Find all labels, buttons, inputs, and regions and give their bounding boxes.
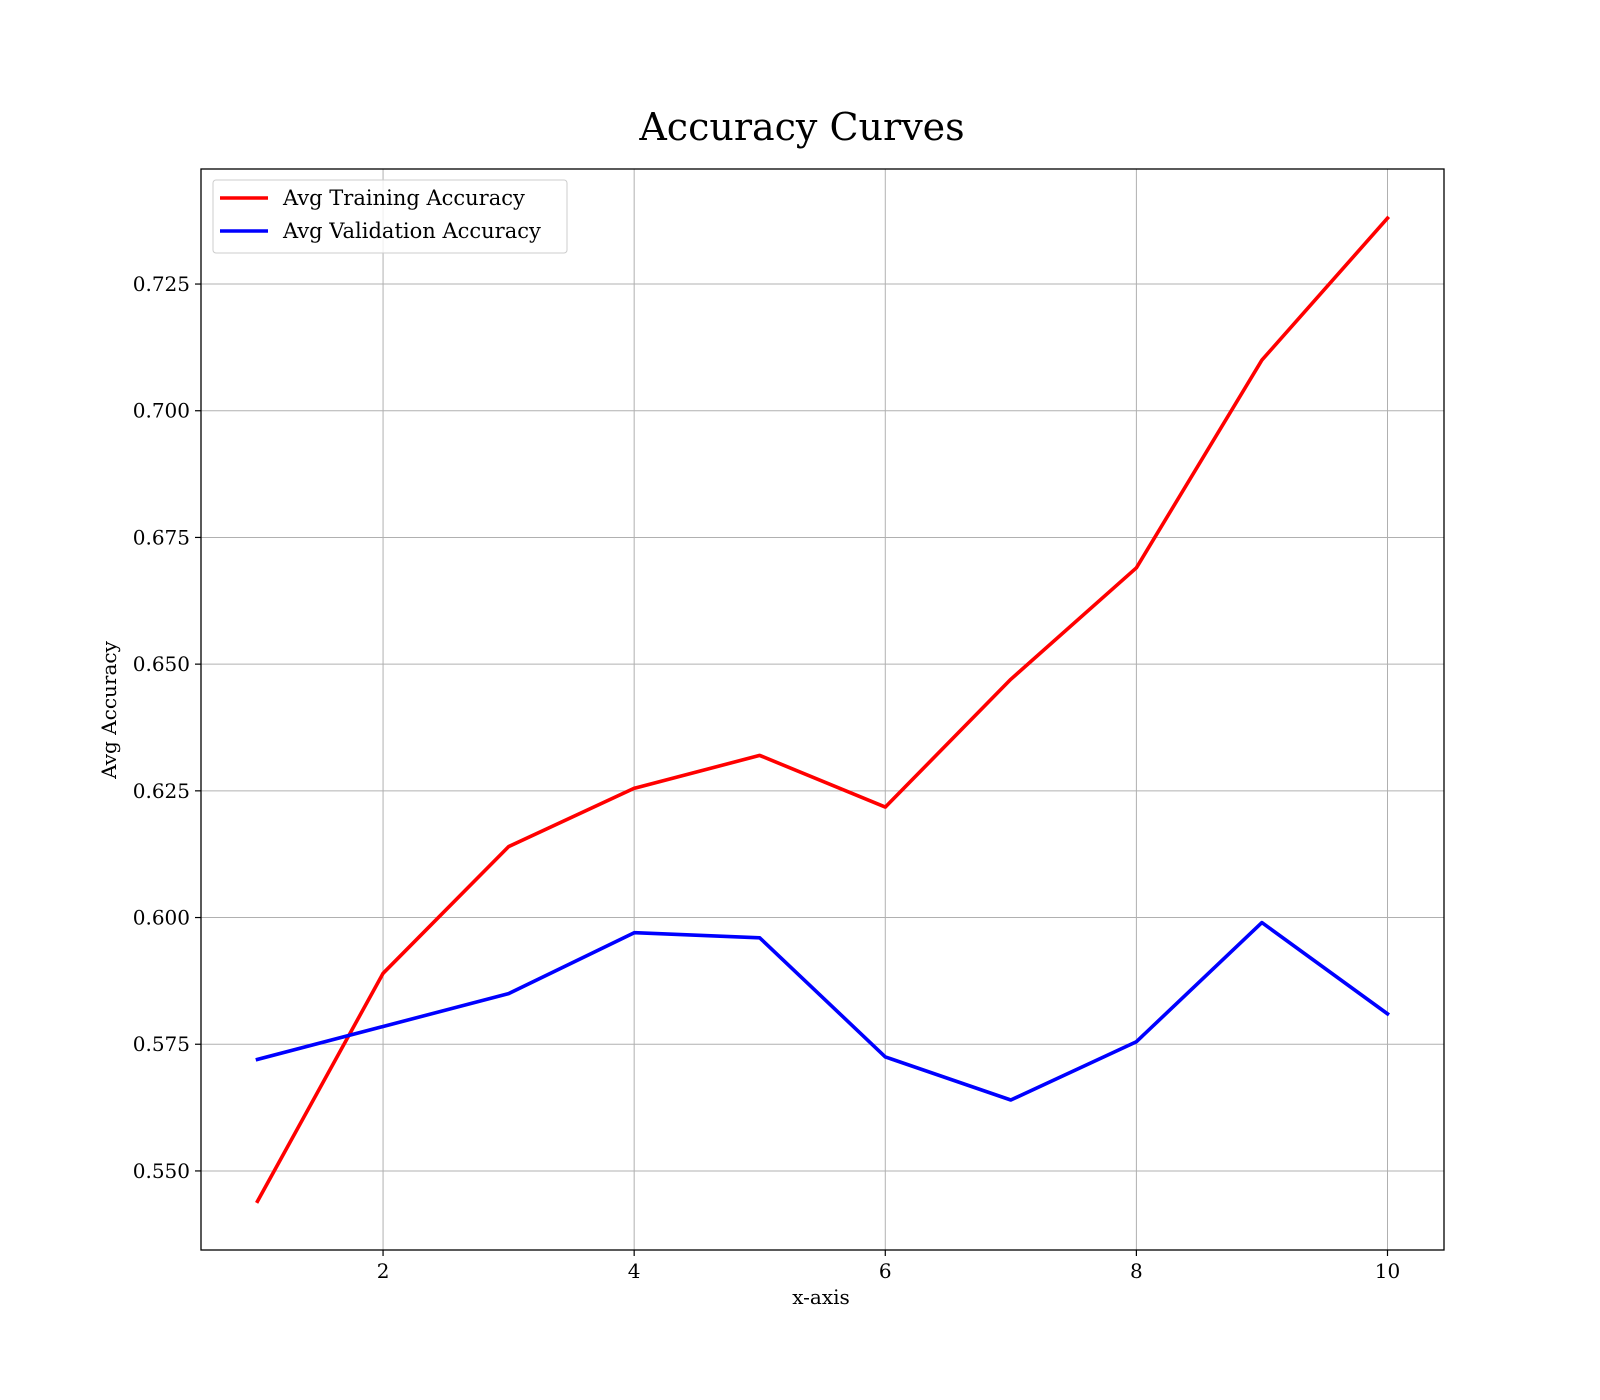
y-tick-label: 0.550 — [133, 1159, 190, 1183]
y-tick-label: 0.650 — [133, 652, 190, 676]
x-tick-label: 10 — [1375, 1259, 1400, 1283]
y-tick-label: 0.725 — [133, 272, 190, 296]
x-tick-label: 6 — [879, 1259, 892, 1283]
y-tick-label: 0.625 — [133, 779, 190, 803]
x-tick-label: 4 — [628, 1259, 641, 1283]
legend-box — [212, 179, 568, 254]
axis-ticks: 2 4 6 8 10 0.550 0.575 0.600 0.625 0.650 0.675 0.70… — [133, 272, 1400, 1283]
series-line-training — [255, 215, 1391, 1204]
legend: Avg Training Accuracy Avg Validation Acc… — [212, 179, 568, 254]
x-axis-label: x-axis — [792, 1285, 850, 1309]
y-axis-label: Avg Accuracy — [97, 640, 121, 780]
grid-lines — [201, 169, 1444, 1250]
x-tick-label: 2 — [377, 1259, 390, 1283]
plot-area-frame — [200, 168, 1445, 1251]
x-tick-label: 8 — [1130, 1259, 1143, 1283]
series-line-validation — [255, 920, 1391, 1102]
y-tick-label: 0.600 — [133, 906, 190, 930]
legend-label-validation: Avg Validation Accuracy — [282, 219, 541, 243]
chart-title: Accuracy Curves — [638, 105, 964, 149]
y-tick-label: 0.675 — [133, 525, 190, 549]
legend-label-training: Avg Training Accuracy — [282, 186, 525, 210]
series-lines — [255, 215, 1391, 1204]
y-tick-label: 0.575 — [133, 1032, 190, 1056]
y-tick-label: 0.700 — [133, 399, 190, 423]
